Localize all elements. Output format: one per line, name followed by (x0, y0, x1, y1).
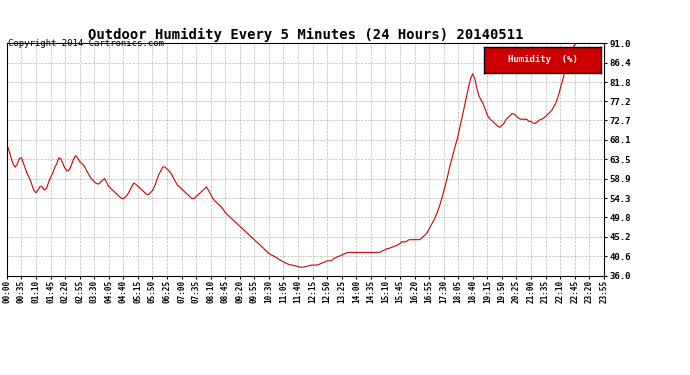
Title: Outdoor Humidity Every 5 Minutes (24 Hours) 20140511: Outdoor Humidity Every 5 Minutes (24 Hou… (88, 28, 523, 42)
Text: Copyright 2014 Cartronics.com: Copyright 2014 Cartronics.com (8, 39, 164, 48)
